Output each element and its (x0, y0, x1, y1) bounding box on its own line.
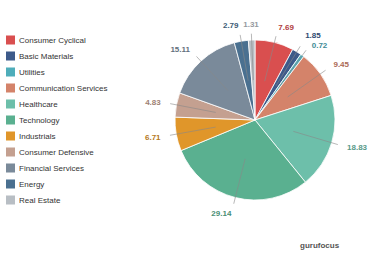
leader-line (279, 50, 306, 87)
legend-label: Financial Services (19, 164, 84, 173)
data-label: 18.83 (347, 143, 368, 152)
legend-swatch (6, 132, 15, 141)
legend-label: Energy (19, 180, 44, 189)
legend-label: Industrials (19, 132, 55, 141)
legend-item: Financial Services (6, 164, 84, 173)
legend-label: Basic Materials (19, 52, 73, 61)
legend-item: Technology (6, 116, 59, 125)
data-label: 15.11 (170, 45, 190, 54)
pie-slice (175, 117, 255, 150)
leader-line (170, 104, 216, 113)
annotation: guru (300, 241, 318, 250)
legend-item: Industrials (6, 132, 55, 141)
legend-swatch (6, 52, 15, 61)
pie-slice (248, 40, 255, 120)
legend-swatch (6, 116, 15, 125)
data-label: 9.45 (333, 60, 349, 69)
leader-line (170, 127, 216, 135)
legend-label: Technology (19, 116, 59, 125)
legend-swatch (6, 68, 15, 77)
data-label: 2.79 (223, 21, 239, 30)
legend-label: Real Estate (19, 196, 61, 205)
legend-swatch (6, 36, 15, 45)
legend-label: Utilities (19, 68, 45, 77)
legend-item: Utilities (6, 68, 45, 77)
data-label: 29.14 (211, 209, 232, 218)
legend-item: Real Estate (6, 196, 61, 205)
legend-label: Communication Services (19, 84, 107, 93)
data-label: 6.71 (145, 133, 161, 142)
legend: Consumer Cyclical Basic Materials Utilitie… (6, 36, 107, 205)
legend-swatch (6, 84, 15, 93)
legend-swatch (6, 148, 15, 157)
legend-label: Consumer Cyclical (19, 36, 86, 45)
annotation: focus (318, 241, 340, 250)
legend-swatch (6, 180, 15, 189)
legend-item: Basic Materials (6, 52, 73, 61)
legend-swatch (6, 196, 15, 205)
data-label: 0.72 (312, 41, 328, 50)
leader-line (234, 159, 245, 204)
leader-line (265, 36, 276, 81)
leader-line (288, 70, 326, 97)
leader-line (276, 46, 300, 86)
legend-item: Consumer Defensive (6, 148, 94, 157)
legend-swatch (6, 100, 15, 109)
legend-item: Healthcare (6, 100, 58, 109)
leader-line (240, 35, 248, 81)
watermark: gurufocus (300, 241, 340, 250)
leader-line (293, 131, 337, 144)
legend-swatch (6, 164, 15, 173)
leader-line (251, 34, 253, 80)
data-label: 1.31 (243, 20, 259, 29)
data-label: 4.83 (145, 98, 161, 107)
legend-item: Communication Services (6, 84, 107, 93)
pie: 7.69 1.850.72 9.45 18.83 29.14 6.71 4.83 15.11 2… (145, 20, 368, 218)
legend-item: Consumer Cyclical (6, 36, 86, 45)
legend-label: Healthcare (19, 100, 58, 109)
chart: 7.69 1.850.72 9.45 18.83 29.14 6.71 4.83 15.11 2… (0, 0, 381, 254)
leader-line (196, 56, 227, 90)
data-label: 1.85 (305, 31, 321, 40)
legend-item: Energy (6, 180, 44, 189)
data-label: 7.69 (278, 23, 294, 32)
legend-label: Consumer Defensive (19, 148, 94, 157)
